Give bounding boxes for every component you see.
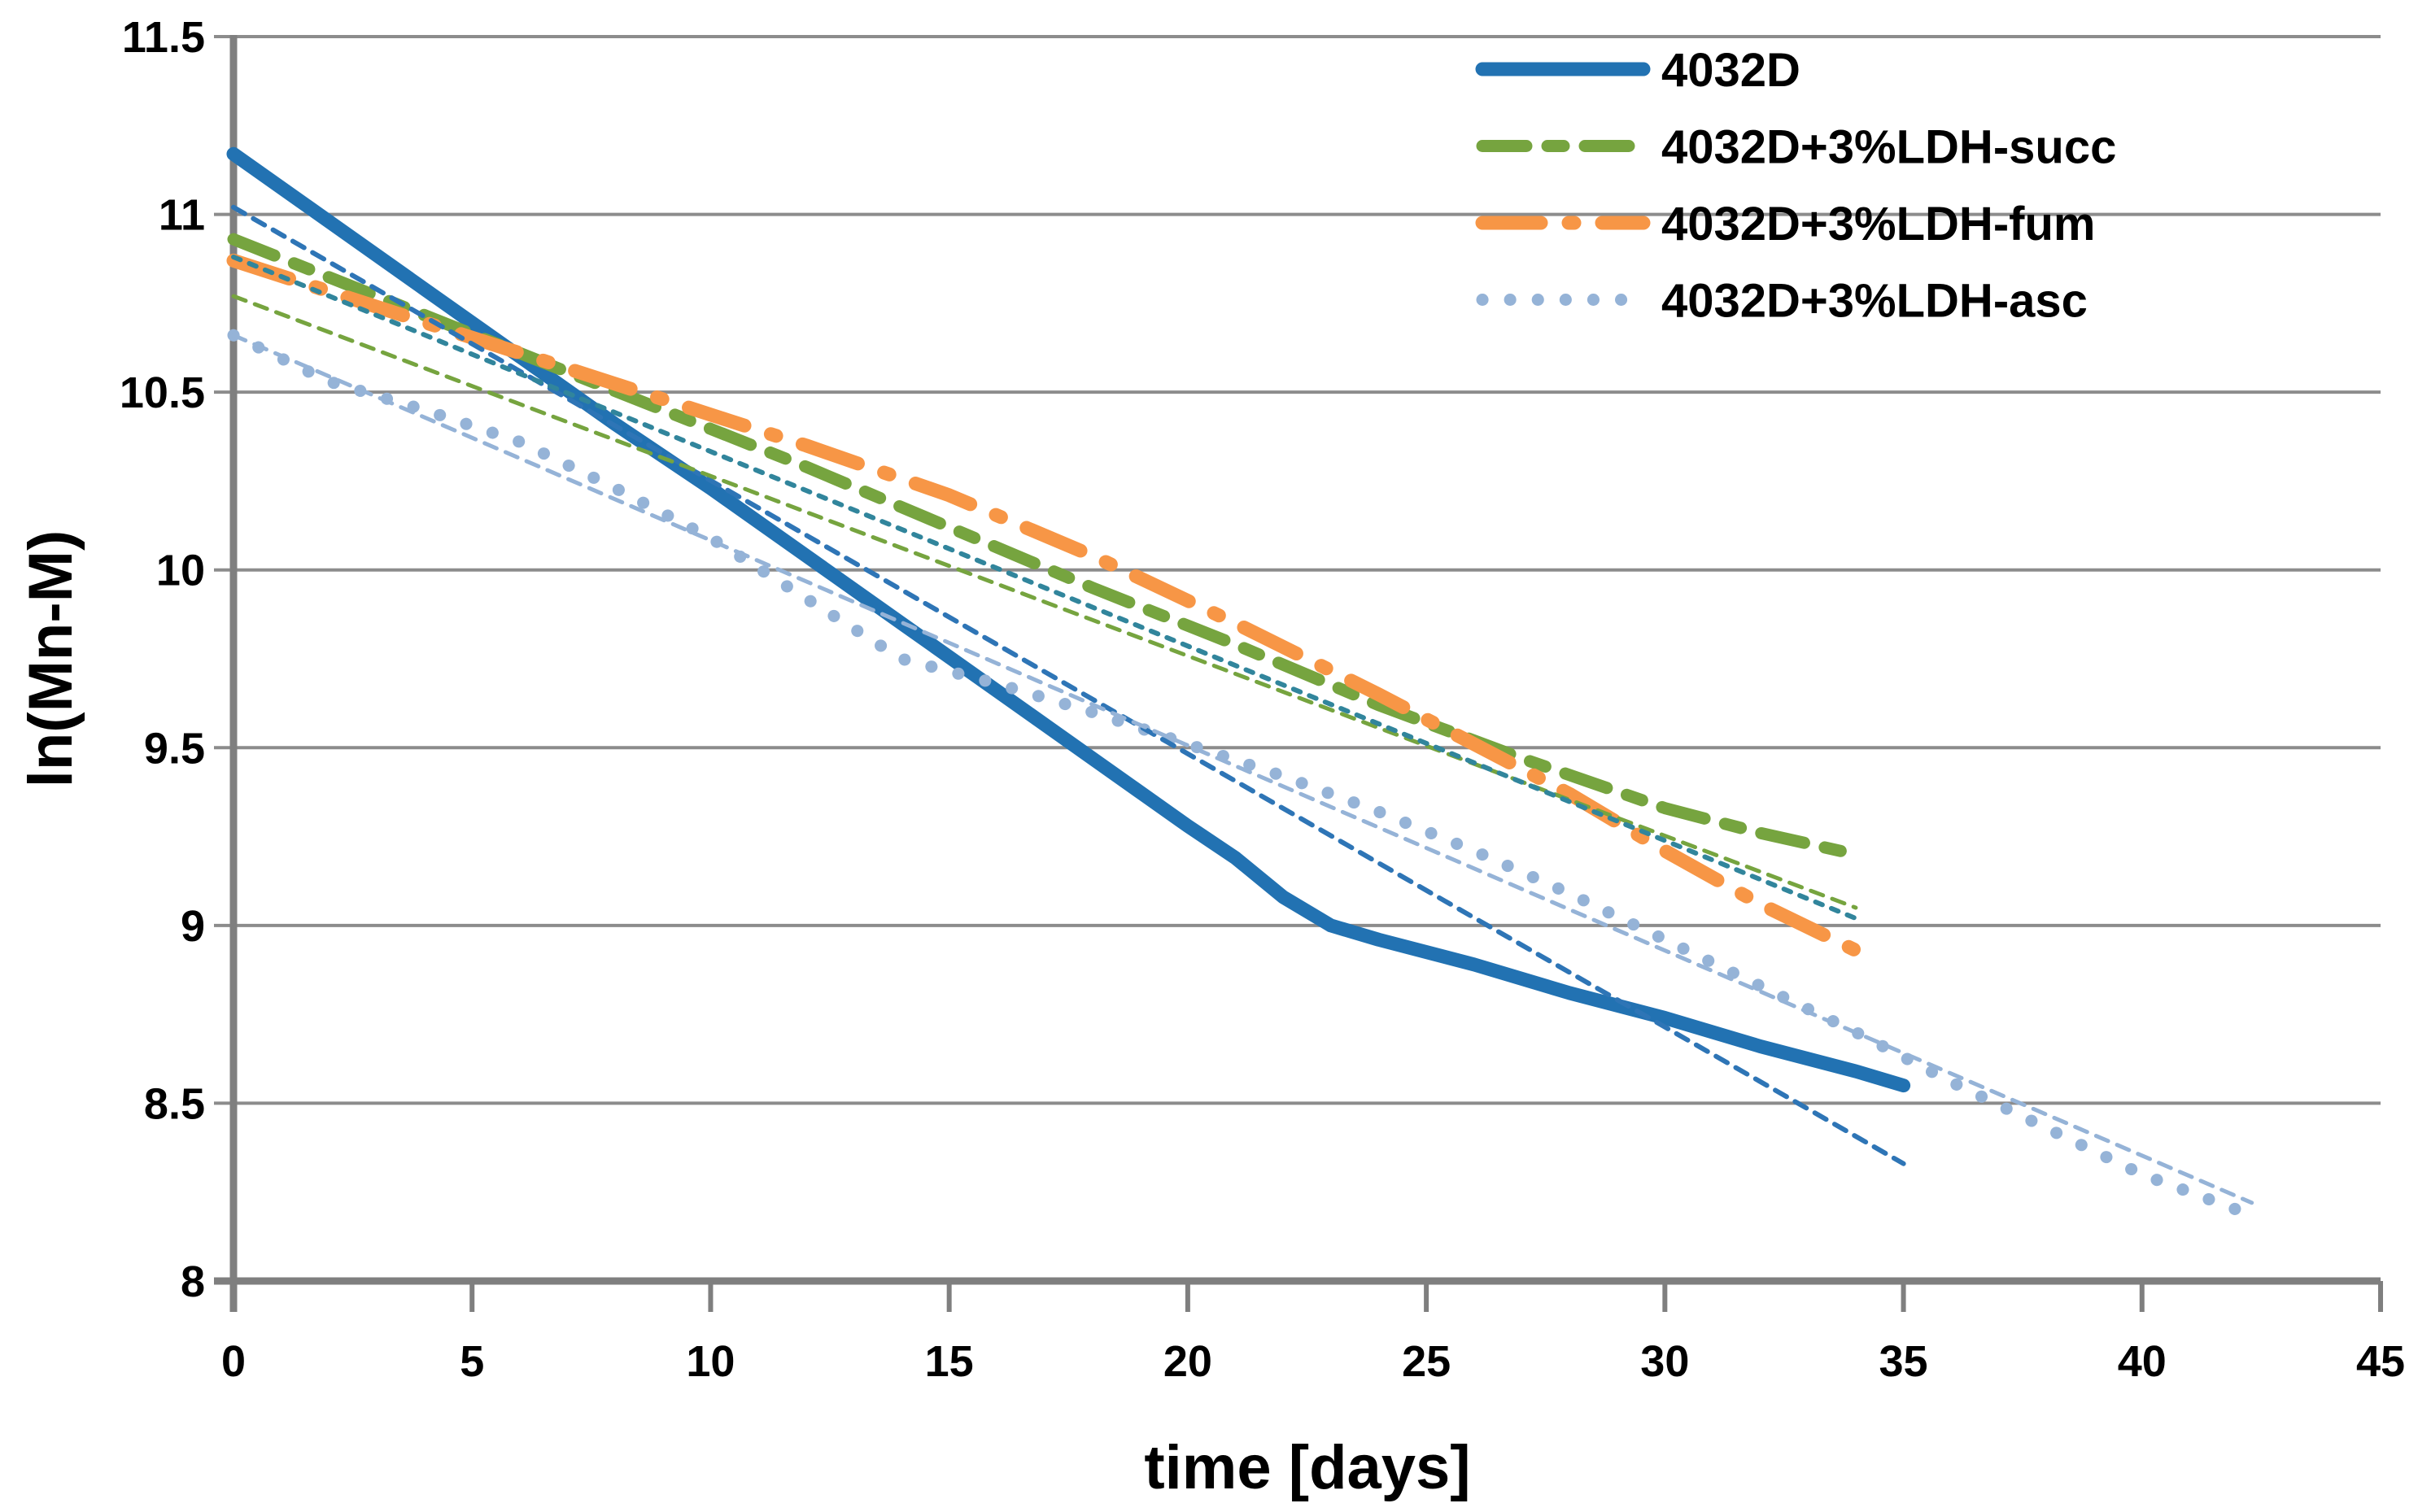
y-axis-title: ln(Mn-M) — [16, 530, 85, 788]
gridlines — [214, 35, 2381, 1105]
x-tick-label-40: 40 — [2118, 1337, 2167, 1386]
x-tick-label-30: 30 — [1640, 1337, 1689, 1386]
legend-item-4032d-asc: 4032D+3%LDH-asc — [1476, 275, 2088, 328]
y-tick-label-9: 9 — [181, 902, 205, 951]
legend-label-4032d: 4032D — [1661, 44, 1800, 97]
x-axis-tick-labels: 0 5 10 15 20 25 30 35 40 45 — [221, 1337, 2405, 1386]
4032d-trend-line — [231, 204, 1906, 1166]
y-tick-label-11.5: 11.5 — [122, 13, 205, 62]
y-tick-label-10.5: 10.5 — [120, 368, 205, 417]
legend-item-4032d-succ: 4032D+3%LDH-succ — [1476, 121, 2116, 174]
y-tick-label-11: 11 — [159, 191, 205, 240]
fum-trend-line — [231, 255, 1858, 922]
x-tick-label-10: 10 — [686, 1337, 735, 1386]
legend-label-4032d-succ: 4032D+3%LDH-succ — [1661, 121, 2116, 174]
legend-item-4032d: 4032D — [1475, 44, 1800, 97]
x-tick-label-45: 45 — [2356, 1337, 2405, 1386]
x-tick-label-0: 0 — [221, 1337, 246, 1386]
legend-label-4032d-asc: 4032D+3%LDH-asc — [1661, 275, 2088, 328]
4032d-fum-line — [226, 253, 1863, 957]
x-tick-label-20: 20 — [1163, 1337, 1212, 1386]
4032d-line — [226, 146, 1911, 1093]
y-tick-label-9.5: 9.5 — [144, 724, 205, 773]
y-tick-label-10: 10 — [156, 547, 205, 595]
x-tick-label-5: 5 — [460, 1337, 484, 1386]
4032d-asc-line — [227, 329, 2244, 1217]
axes — [214, 35, 2381, 1312]
legend-label-4032d-fum: 4032D+3%LDH-fum — [1661, 198, 2095, 251]
legend-item-4032d-fum: 4032D+3%LDH-fum — [1475, 198, 2095, 251]
asc-trend-line — [231, 333, 2254, 1205]
legend: 4032D 4032D+3%LDH-succ 4032D+3%LDH-fum 4032… — [1475, 44, 2116, 328]
x-tick-label-25: 25 — [1402, 1337, 1451, 1386]
x-tick-label-35: 35 — [1879, 1337, 1928, 1386]
y-axis-tick-labels: 8 8.5 9 9.5 10 10.5 11 11.5 — [120, 13, 205, 1306]
data-series — [226, 146, 2254, 1217]
y-tick-label-8.5: 8.5 — [144, 1079, 205, 1128]
x-axis-title: time [days] — [1144, 1433, 1470, 1502]
y-tick-label-8: 8 — [181, 1257, 205, 1306]
tick-marks — [231, 1281, 2383, 1312]
x-tick-label-15: 15 — [925, 1337, 974, 1386]
